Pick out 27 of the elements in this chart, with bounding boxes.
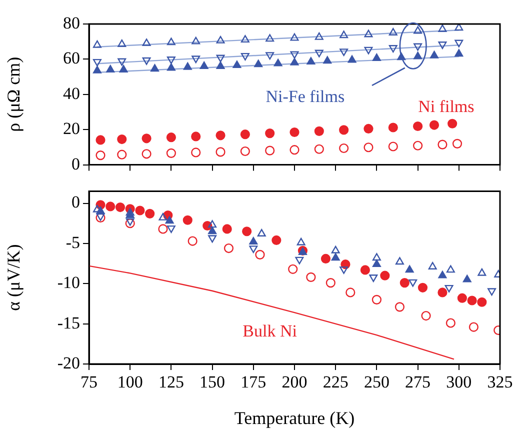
y-tick-label: -15 [57,313,80,332]
x-tick-label: 150 [200,372,226,392]
x-tick-label: 100 [117,372,143,392]
x-tick-label: 125 [158,372,184,392]
x-tick-label: 275 [405,372,431,392]
x-tick-label: 250 [364,372,390,392]
y-tick-label: 40 [63,84,80,103]
x-tick-label: 175 [240,372,266,392]
y-tick-label: -20 [57,353,80,372]
x-tick-label: 325 [487,372,513,392]
x-tick-label: 75 [80,372,98,392]
y-tick-label: 0 [72,154,80,174]
x-tick-label: 200 [282,372,308,392]
y-axis-title: ρ (μΩ cm) [4,56,24,132]
x-tick-label: 225 [322,372,348,392]
x-tick-label: 300 [446,372,472,392]
y-tick-label: 60 [63,48,80,68]
annotation: Ni-Fe films [266,87,345,106]
y-tick-label: 0 [72,192,80,212]
y-tick-label: -10 [57,273,80,292]
x-axis-title: Temperature (K) [234,408,355,428]
annotation: Ni films [418,96,474,116]
annotation: Bulk Ni [242,321,298,340]
y-tick-label: 80 [63,13,80,32]
y-tick-label: 20 [63,119,80,138]
y-tick-label: -5 [66,232,80,252]
y-axis-title: α (μV/K) [4,244,24,311]
